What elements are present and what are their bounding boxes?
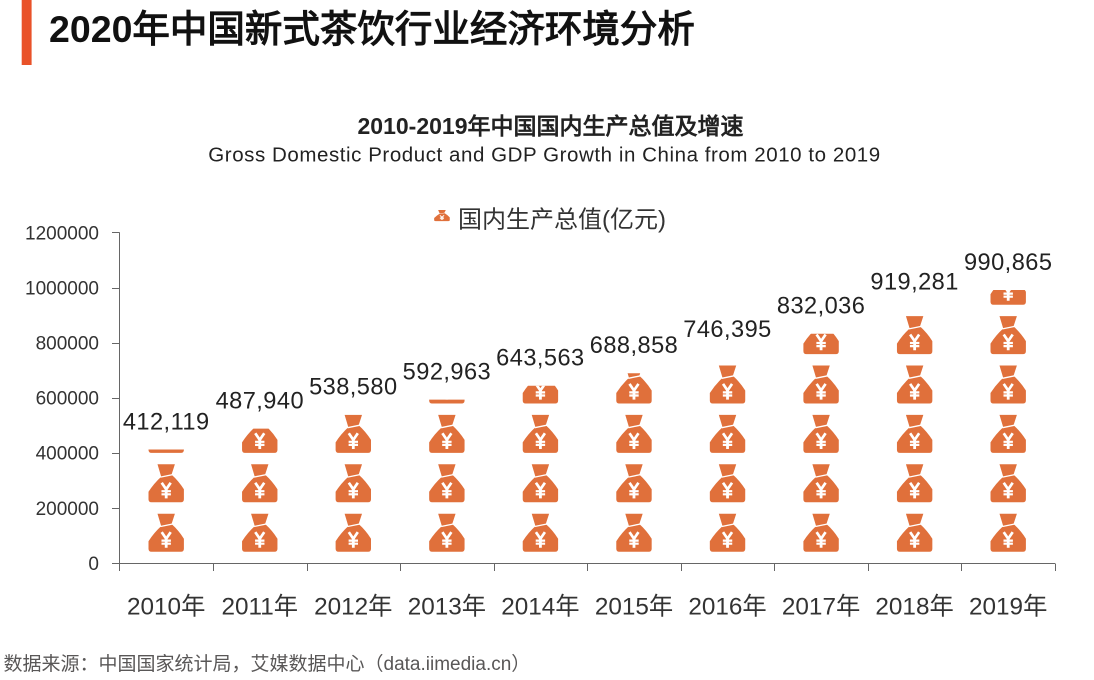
svg-text:2015年: 2015年: [595, 593, 673, 620]
svg-text:487,940: 487,940: [216, 388, 304, 414]
svg-text:2014年: 2014年: [501, 593, 579, 620]
svg-text:592,963: 592,963: [403, 359, 491, 385]
svg-text:688,858: 688,858: [590, 333, 678, 359]
svg-text:600000: 600000: [36, 389, 99, 410]
svg-text:2012年: 2012年: [314, 593, 392, 620]
svg-text:1200000: 1200000: [25, 223, 99, 244]
svg-text:400000: 400000: [36, 444, 99, 465]
svg-text:2019年: 2019年: [969, 593, 1047, 620]
svg-text:643,563: 643,563: [496, 346, 584, 372]
svg-text:2010-2019年中国国内生产总值及增速: 2010-2019年中国国内生产总值及增速: [358, 113, 744, 139]
svg-text:0: 0: [88, 554, 99, 575]
svg-text:200000: 200000: [36, 499, 99, 520]
svg-text:2017年: 2017年: [782, 593, 860, 620]
svg-text:746,395: 746,395: [683, 317, 771, 343]
svg-text:990,865: 990,865: [964, 250, 1052, 276]
svg-text:数据来源：中国国家统计局，艾媒数据中心（data.iimed: 数据来源：中国国家统计局，艾媒数据中心（data.iimedia.cn）: [4, 653, 531, 675]
svg-text:2016年: 2016年: [688, 593, 766, 620]
svg-text:1000000: 1000000: [25, 278, 99, 299]
svg-text:919,281: 919,281: [870, 270, 958, 296]
svg-text:2018年: 2018年: [875, 593, 953, 620]
svg-text:2010年: 2010年: [127, 593, 205, 620]
svg-text:2013年: 2013年: [408, 593, 486, 620]
svg-text:412,119: 412,119: [123, 409, 210, 435]
svg-text:832,036: 832,036: [777, 294, 865, 320]
svg-text:800000: 800000: [36, 334, 99, 355]
svg-text:2020年中国新式茶饮行业经济环境分析: 2020年中国新式茶饮行业经济环境分析: [49, 8, 695, 50]
svg-text:2011年: 2011年: [222, 593, 299, 620]
svg-text:538,580: 538,580: [309, 374, 397, 400]
svg-text:Gross Domestic Product and GDP: Gross Domestic Product and GDP Growth in…: [208, 144, 880, 167]
svg-text:国内生产总值(亿元): 国内生产总值(亿元): [458, 207, 666, 234]
